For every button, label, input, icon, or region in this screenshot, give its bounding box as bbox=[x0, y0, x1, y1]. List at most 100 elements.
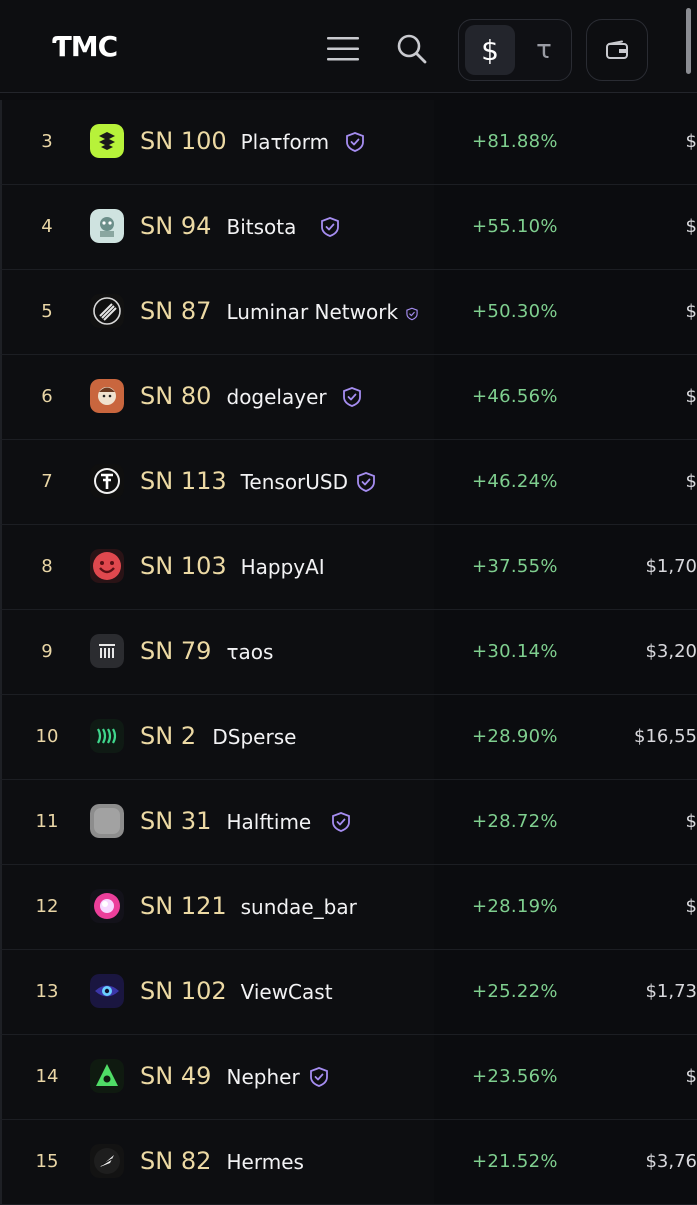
subnet-row[interactable]: 10 SN 2 DSperse +28.90% $16,55 bbox=[0, 695, 697, 780]
subnet-row[interactable]: 6 SN 80 dogelayer +46.56% $ bbox=[0, 355, 697, 440]
price-value: $1,70 bbox=[645, 556, 697, 577]
subnet-name: τaos bbox=[226, 640, 274, 664]
subnet-row[interactable]: 9 SN 79 τaos +30.14% $3,20 bbox=[0, 610, 697, 695]
rank-number: 3 bbox=[41, 131, 53, 152]
menu-button[interactable] bbox=[322, 28, 364, 70]
dsperse-logo-icon-art bbox=[90, 719, 124, 753]
subnet-row[interactable]: 4 SN 94 Bitsota +55.10% $ bbox=[0, 185, 697, 270]
subnet-info-cell: 14 SN 49 Nepher bbox=[0, 1035, 434, 1119]
rank-number: 7 bbox=[41, 471, 53, 492]
halftime-logo-icon bbox=[90, 804, 124, 838]
price-value: $3,76 bbox=[645, 1151, 697, 1172]
subnet-name: dogelayer bbox=[226, 385, 327, 409]
subnet-row[interactable]: 11 SN 31 Halftime +28.72% $ bbox=[0, 780, 697, 865]
currency-tao-button[interactable]: τ bbox=[536, 35, 552, 65]
nepher-logo-icon-art bbox=[90, 1059, 124, 1093]
subnet-info-cell: 4 SN 94 Bitsota bbox=[0, 185, 434, 269]
verified-shield-icon bbox=[405, 306, 419, 325]
price-value: $ bbox=[685, 301, 697, 322]
price-value: $ bbox=[685, 896, 697, 917]
tensorusd-logo-icon-art bbox=[90, 464, 124, 498]
subnet-name: TensorUSD bbox=[240, 470, 349, 494]
price-change: +28.19% bbox=[472, 896, 558, 917]
taos-logo-icon-art bbox=[90, 634, 124, 668]
subnet-id: SN 79 bbox=[140, 637, 212, 665]
price-value: $ bbox=[685, 811, 697, 832]
verified-shield-icon bbox=[341, 386, 363, 412]
subnet-name: Hermes bbox=[226, 1150, 304, 1174]
rank-number: 8 bbox=[41, 556, 53, 577]
subnet-id: SN 121 bbox=[140, 892, 227, 920]
subnet-id: SN 82 bbox=[140, 1147, 212, 1175]
subnet-row[interactable]: 14 SN 49 Nepher +23.56% $ bbox=[0, 1035, 697, 1120]
subnet-id: SN 80 bbox=[140, 382, 212, 410]
currency-toggle: $ τ bbox=[458, 19, 572, 81]
subnet-name: sundae_bar bbox=[240, 895, 357, 919]
verified-shield-icon bbox=[344, 131, 366, 157]
price-value: $ bbox=[685, 471, 697, 492]
subnet-row[interactable]: 7 SN 113 TensorUSD +46.24% $ bbox=[0, 440, 697, 525]
price-change: +30.14% bbox=[472, 641, 558, 662]
verified-shield-icon bbox=[308, 1066, 330, 1092]
price-value: $ bbox=[685, 1066, 697, 1087]
hermes-logo-icon bbox=[90, 1144, 124, 1178]
subnet-row[interactable]: 12 SN 121 sundae_bar +28.19% $ bbox=[0, 865, 697, 950]
happyai-logo-icon-art bbox=[90, 549, 124, 583]
platform-logo-icon-art bbox=[90, 124, 124, 158]
tmc-logo[interactable]: ƬMC bbox=[52, 30, 118, 63]
subnet-info-cell: 6 SN 80 dogelayer bbox=[0, 355, 434, 439]
subnet-id: SN 100 bbox=[140, 127, 227, 155]
rank-number: 4 bbox=[41, 216, 53, 237]
subnet-info-cell: 7 SN 113 TensorUSD bbox=[0, 440, 434, 524]
subnet-info-cell: 5 SN 87 Luminar Network bbox=[0, 270, 434, 354]
subnet-name: HappyAI bbox=[240, 555, 325, 579]
price-value: $ bbox=[685, 131, 697, 152]
rank-number: 5 bbox=[41, 301, 53, 322]
subnet-id: SN 2 bbox=[140, 722, 197, 750]
search-button[interactable] bbox=[390, 28, 434, 70]
subnet-row[interactable]: 5 SN 87 Luminar Network +50.30% $ bbox=[0, 270, 697, 355]
dsperse-logo-icon bbox=[90, 719, 124, 753]
subnet-info-cell: 12 SN 121 sundae_bar bbox=[0, 865, 434, 949]
price-value: $1,73 bbox=[645, 981, 697, 1002]
viewcast-logo-icon bbox=[90, 974, 124, 1008]
subnet-info-cell: 8 SN 103 HappyAI bbox=[0, 525, 434, 609]
price-value: $16,55 bbox=[634, 726, 697, 747]
price-change: +46.56% bbox=[472, 386, 558, 407]
search-icon bbox=[397, 34, 427, 64]
wallet-button[interactable] bbox=[586, 19, 648, 81]
subnet-name: DSperse bbox=[212, 725, 297, 749]
bitsota-logo-icon-art bbox=[90, 209, 124, 243]
page-scrollbar[interactable] bbox=[686, 8, 691, 74]
viewcast-logo-icon-art bbox=[90, 974, 124, 1008]
price-change: +21.52% bbox=[472, 1151, 558, 1172]
currency-usd-button[interactable]: $ bbox=[465, 25, 515, 75]
subnet-name: Luminar Network bbox=[226, 300, 399, 324]
rank-number: 13 bbox=[35, 981, 59, 1002]
luminar-logo-icon-art bbox=[90, 294, 124, 328]
subnet-row[interactable]: 3 SN 100 Plaτform +81.88% $ bbox=[0, 100, 697, 185]
happyai-logo-icon bbox=[90, 549, 124, 583]
subnet-info-cell: 9 SN 79 τaos bbox=[0, 610, 434, 694]
price-change: +37.55% bbox=[472, 556, 558, 577]
subnet-info-cell: 3 SN 100 Plaτform bbox=[0, 100, 434, 184]
price-change: +46.24% bbox=[472, 471, 558, 492]
rank-number: 15 bbox=[35, 1151, 59, 1172]
sundae-bar-logo-icon bbox=[90, 889, 124, 923]
subnet-row[interactable]: 15 SN 82 Hermes +21.52% $3,76 bbox=[0, 1120, 697, 1205]
hermes-logo-icon-art bbox=[90, 1144, 124, 1178]
price-change: +23.56% bbox=[472, 1066, 558, 1087]
subnet-id: SN 31 bbox=[140, 807, 212, 835]
rank-number: 12 bbox=[35, 896, 59, 917]
subnet-row[interactable]: 13 SN 102 ViewCast +25.22% $1,73 bbox=[0, 950, 697, 1035]
subnet-info-cell: 13 SN 102 ViewCast bbox=[0, 950, 434, 1034]
subnet-row[interactable]: 8 SN 103 HappyAI +37.55% $1,70 bbox=[0, 525, 697, 610]
price-change: +81.88% bbox=[472, 131, 558, 152]
rank-number: 9 bbox=[41, 641, 53, 662]
platform-logo-icon bbox=[90, 124, 124, 158]
subnet-name: Bitsota bbox=[226, 215, 297, 239]
price-change: +50.30% bbox=[472, 301, 558, 322]
subnet-name: Halftime bbox=[226, 810, 312, 834]
price-change: +55.10% bbox=[472, 216, 558, 237]
subnet-table: 3 SN 100 Plaτform +81.88% $ 4 SN 94 Bits… bbox=[0, 100, 697, 1205]
